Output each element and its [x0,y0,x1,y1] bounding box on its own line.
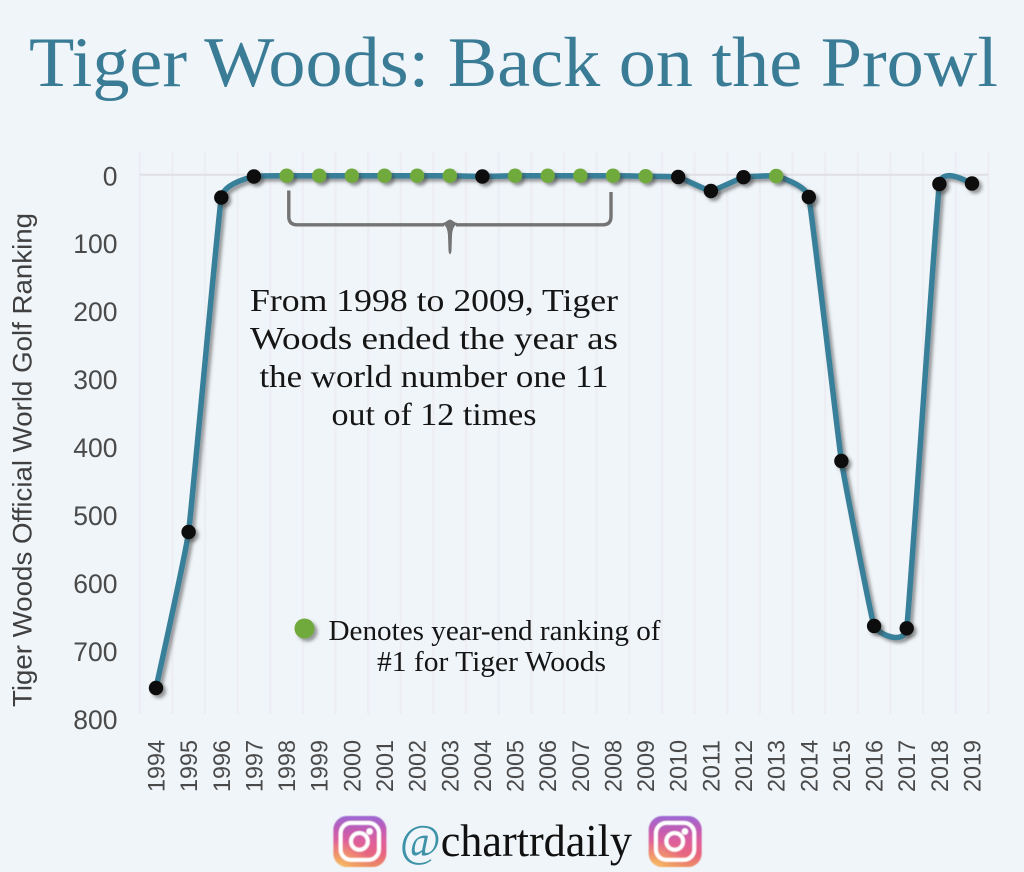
svg-text:2008: 2008 [601,740,628,792]
svg-text:2018: 2018 [927,740,954,792]
svg-text:2017: 2017 [894,740,921,792]
svg-text:2004: 2004 [470,740,497,792]
svg-text:2002: 2002 [405,740,432,792]
svg-text:1997: 1997 [241,740,268,792]
svg-text:Woods ended the year as: Woods ended the year as [250,320,618,356]
svg-text:700: 700 [73,637,117,667]
svg-text:500: 500 [73,501,117,531]
svg-text:Tiger Woods: Back on the Prowl: Tiger Woods: Back on the Prowl [29,24,998,102]
svg-text:the world number one 11: the world number one 11 [260,358,609,394]
svg-text:600: 600 [73,569,117,599]
svg-text:@chartrdaily: @chartrdaily [400,815,632,866]
svg-text:out of 12 times: out of 12 times [332,396,537,432]
svg-text:400: 400 [73,433,117,463]
svg-text:300: 300 [73,365,117,395]
svg-text:2019: 2019 [960,740,987,792]
svg-text:1994: 1994 [144,740,171,792]
svg-text:2011: 2011 [698,740,725,792]
svg-text:1999: 1999 [307,740,334,792]
svg-text:1996: 1996 [209,740,236,792]
svg-text:From 1998 to 2009, Tiger: From 1998 to 2009, Tiger [250,282,618,318]
svg-text:Denotes year-end ranking of: Denotes year-end ranking of [329,616,662,647]
svg-text:2006: 2006 [535,740,562,792]
svg-text:1998: 1998 [274,740,301,792]
svg-text:100: 100 [73,229,117,259]
svg-text:2010: 2010 [666,740,693,792]
svg-text:2014: 2014 [796,740,823,792]
svg-text:2007: 2007 [568,740,595,792]
svg-text:2012: 2012 [731,740,758,792]
svg-text:Tiger Woods Official World Gol: Tiger Woods Official World Golf Ranking [8,213,38,707]
svg-text:2009: 2009 [633,740,660,792]
svg-text:2000: 2000 [339,740,366,792]
svg-text:#1 for Tiger Woods: #1 for Tiger Woods [377,647,606,678]
svg-text:2001: 2001 [372,740,399,792]
svg-text:2013: 2013 [764,740,791,792]
svg-text:200: 200 [73,297,117,327]
svg-text:800: 800 [73,705,117,735]
svg-text:1995: 1995 [176,740,203,792]
svg-text:2005: 2005 [503,740,530,792]
svg-text:2016: 2016 [862,740,889,792]
svg-text:2015: 2015 [829,740,856,792]
svg-text:2003: 2003 [437,740,464,792]
svg-text:0: 0 [103,161,118,191]
